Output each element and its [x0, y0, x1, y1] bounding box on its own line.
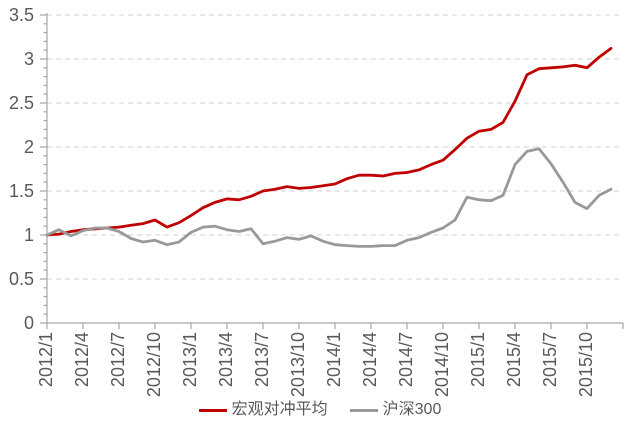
legend-item-csi300: 沪深300: [349, 401, 442, 418]
x-tick-label: 2012/1: [36, 332, 56, 387]
x-tick-label: 2012/10: [144, 332, 164, 397]
x-tick-label: 2015/1: [468, 332, 488, 387]
y-tick-label: 2: [24, 137, 34, 157]
legend-line-sample-gray: [349, 408, 378, 412]
x-tick-label: 2015/4: [504, 332, 524, 387]
x-tick-label: 2013/7: [252, 332, 272, 387]
chart-legend: 宏观对冲平均 沪深300: [0, 398, 640, 422]
legend-label-macro-hedge-average: 宏观对冲平均: [231, 401, 328, 418]
x-tick-label: 2014/1: [324, 332, 344, 387]
x-tick-label: 2015/10: [576, 332, 596, 397]
y-tick-label: 0.5: [9, 269, 34, 289]
legend-line-sample-red: [198, 408, 227, 412]
y-tick-label: 0: [24, 313, 34, 333]
x-tick-label: 2014/10: [432, 332, 452, 397]
x-tick-label: 2014/4: [360, 332, 380, 387]
y-tick-label: 3.5: [9, 5, 34, 25]
x-tick-label: 2015/7: [540, 332, 560, 387]
y-tick-label: 2.5: [9, 93, 34, 113]
y-tick-label: 3: [24, 49, 34, 69]
legend-label-csi300: 沪深300: [382, 401, 442, 418]
x-tick-label: 2012/7: [108, 332, 128, 387]
x-tick-label: 2013/1: [180, 332, 200, 387]
x-tick-label: 2014/7: [396, 332, 416, 387]
y-tick-label: 1.5: [9, 181, 34, 201]
legend-item-macro-hedge-average: 宏观对冲平均: [198, 401, 328, 418]
y-tick-label: 1: [24, 225, 34, 245]
x-tick-label: 2013/4: [216, 332, 236, 387]
x-tick-label: 2013/10: [288, 332, 308, 397]
x-tick-label: 2012/4: [72, 332, 92, 387]
series-line-csi300: [45, 147, 613, 248]
chart-canvas: 0 0.5 1 1.5 2 2.5 3 3.5 2012/1 2012/4 2012/7 2012/1…: [9, 5, 624, 397]
series-line-macro-hedge-average: [45, 47, 613, 237]
